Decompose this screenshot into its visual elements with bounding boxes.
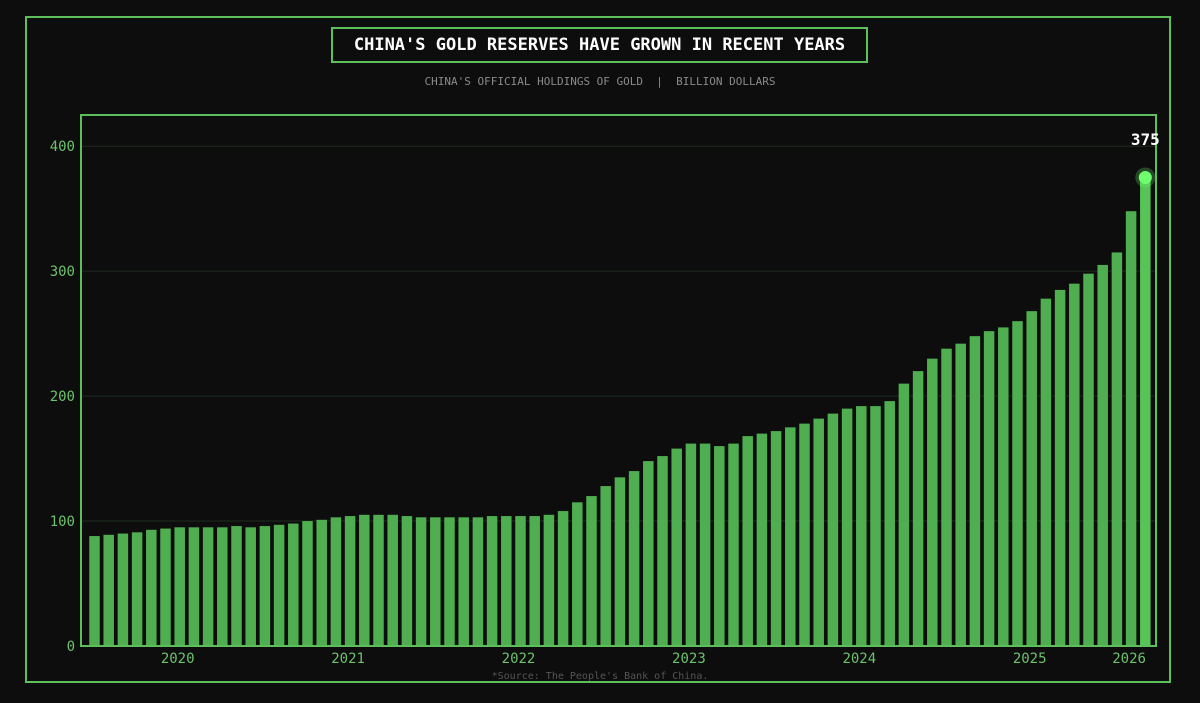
bar bbox=[316, 519, 327, 646]
bar bbox=[359, 514, 370, 646]
bar bbox=[259, 526, 271, 646]
bar bbox=[969, 336, 981, 646]
bar bbox=[1125, 211, 1137, 646]
bar bbox=[600, 486, 611, 646]
x-tick-label: 2022 bbox=[502, 651, 536, 667]
bar bbox=[983, 331, 995, 646]
y-tick-label: 200 bbox=[50, 389, 75, 405]
bar bbox=[103, 534, 114, 646]
bar bbox=[1140, 177, 1151, 646]
bar bbox=[572, 502, 583, 646]
y-tick-label: 100 bbox=[50, 514, 75, 530]
bar bbox=[813, 418, 824, 646]
x-tick-label: 2026 bbox=[1112, 651, 1146, 667]
bar bbox=[557, 511, 569, 646]
bar bbox=[1097, 264, 1108, 646]
bar bbox=[841, 408, 853, 646]
y-tick-label: 300 bbox=[50, 264, 75, 280]
bar bbox=[245, 527, 256, 646]
bar bbox=[1111, 252, 1123, 646]
bar bbox=[330, 517, 342, 646]
bar bbox=[1040, 298, 1052, 646]
bar bbox=[415, 517, 427, 646]
bar bbox=[1054, 289, 1066, 646]
bar bbox=[884, 401, 895, 646]
bar bbox=[401, 516, 413, 646]
bar bbox=[912, 371, 924, 646]
bar bbox=[1069, 283, 1080, 646]
bar bbox=[856, 406, 867, 646]
bar bbox=[827, 413, 839, 646]
bar bbox=[373, 514, 384, 646]
bars bbox=[89, 177, 1151, 646]
x-tick-label: 2020 bbox=[161, 651, 195, 667]
bar bbox=[444, 517, 455, 646]
bar bbox=[486, 516, 498, 646]
chart-frame bbox=[25, 16, 1171, 683]
bar bbox=[302, 521, 313, 646]
bar bbox=[785, 427, 796, 646]
bar bbox=[160, 528, 171, 646]
bar bbox=[728, 443, 739, 646]
bar bbox=[941, 348, 952, 646]
bar bbox=[202, 527, 214, 646]
chart-subtitle: CHINA'S OFFICIAL HOLDINGS OF GOLD | BILL… bbox=[424, 75, 776, 88]
axes bbox=[80, 114, 1157, 647]
bar bbox=[515, 516, 526, 646]
bar bbox=[529, 516, 540, 646]
bar bbox=[628, 471, 640, 646]
bar bbox=[955, 343, 966, 646]
bar bbox=[1026, 311, 1037, 646]
bar bbox=[898, 383, 910, 646]
bar bbox=[231, 526, 242, 646]
x-tick-label: 2023 bbox=[672, 651, 706, 667]
y-tick-label: 400 bbox=[50, 139, 75, 155]
x-tick-label: 2025 bbox=[1013, 651, 1047, 667]
bar bbox=[756, 433, 768, 646]
bar bbox=[174, 527, 185, 646]
bar bbox=[273, 524, 285, 646]
bar bbox=[1083, 273, 1094, 646]
bar bbox=[89, 536, 100, 646]
bar bbox=[927, 358, 938, 646]
bar bbox=[742, 436, 753, 646]
bar bbox=[217, 527, 228, 646]
bar bbox=[699, 443, 711, 646]
bar bbox=[288, 523, 299, 646]
bar bbox=[657, 456, 668, 646]
bar bbox=[131, 532, 143, 646]
y-tick-label: 0 bbox=[67, 639, 75, 655]
x-tick-label: 2021 bbox=[331, 651, 365, 667]
bar bbox=[501, 516, 512, 646]
bar bbox=[458, 517, 469, 646]
bar bbox=[998, 327, 1009, 646]
bar bbox=[643, 461, 654, 646]
gridlines bbox=[81, 145, 1156, 522]
bar bbox=[870, 406, 881, 646]
bar bbox=[188, 527, 200, 646]
bar bbox=[472, 517, 484, 646]
bar bbox=[586, 496, 597, 646]
bar bbox=[770, 431, 782, 646]
bar bbox=[685, 443, 697, 646]
bar bbox=[387, 514, 398, 646]
x-tick-label: 2024 bbox=[842, 651, 876, 667]
bar bbox=[146, 529, 157, 646]
value-annotation: 375 bbox=[1131, 130, 1160, 149]
chart-title: CHINA'S GOLD RESERVES HAVE GROWN IN RECE… bbox=[331, 27, 868, 63]
bar bbox=[614, 477, 626, 646]
bar bbox=[430, 517, 441, 646]
bar bbox=[1012, 321, 1023, 646]
bar bbox=[671, 448, 682, 646]
highlight-dot bbox=[1138, 170, 1152, 184]
source-note: *Source: The People's Bank of China. bbox=[491, 671, 709, 682]
bar bbox=[344, 516, 356, 646]
bar bbox=[117, 533, 129, 646]
labels: 0 100 200 300 400 2020 2021 2022 2023 2024 2025 202… bbox=[50, 130, 1160, 667]
bar bbox=[543, 514, 555, 646]
bar bbox=[714, 446, 725, 646]
bar bbox=[799, 423, 810, 646]
plot-border bbox=[80, 114, 1157, 647]
